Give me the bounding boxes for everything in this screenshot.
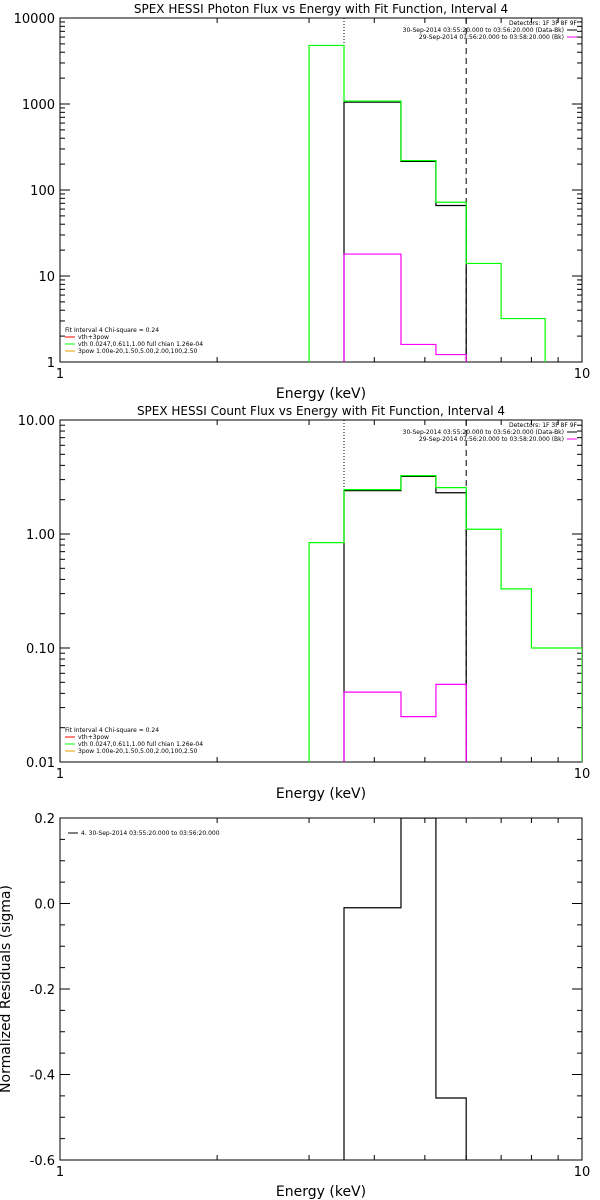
y-tick-label: 10 <box>38 270 55 285</box>
series-step-line <box>343 253 467 362</box>
legend-entry: 29-Sep-2014 07:56:20.000 to 03:58:20.000… <box>419 34 564 41</box>
y-tick-label: 10000 <box>14 12 55 27</box>
plot-frame <box>59 17 583 363</box>
legend-entry: vth 0.0247,0.611,1.00 full chian 1.26e-0… <box>78 341 203 348</box>
x-tick-label: 1 <box>56 767 64 782</box>
y-tick-label: 0.0 <box>34 898 55 913</box>
x-tick-label: 1 <box>56 1165 64 1180</box>
y-tick-label: 1 <box>47 356 55 371</box>
legend-entry: 4. 30-Sep-2014 03:55:20.000 to 03:56:20.… <box>81 830 220 837</box>
legend-entry: vth 0.0247,0.611,1.00 full chian 1.26e-0… <box>78 741 203 748</box>
y-tick-label: 100 <box>30 184 55 199</box>
series-step-line <box>308 475 582 762</box>
x-tick-label: 10 <box>574 367 591 382</box>
legend-legend_bottomleft: Fit Interval 4 Chi-square = 0.24vth+3pow… <box>65 727 203 755</box>
legend-header: Fit Interval 4 Chi-square = 0.24 <box>65 727 159 734</box>
legend-header: Detectors: 1F 3F 8F 9F <box>509 422 578 429</box>
legend-legend_topleft: 4. 30-Sep-2014 03:55:20.000 to 03:56:20.… <box>68 830 220 837</box>
chart-panel-1: SPEX HESSI Photon Flux vs Energy with Fi… <box>14 2 591 402</box>
y-tick-label: -0.6 <box>30 1154 55 1169</box>
x-axis-label: Energy (keV) <box>276 786 366 802</box>
series-step-line <box>343 818 467 1160</box>
legend-entry: 29-Sep-2014 07:56:20.000 to 03:58:20.000… <box>419 436 564 443</box>
legend-header: Detectors: 1F 3F 8F 9F <box>509 20 578 27</box>
legend-header: Fit Interval 4 Chi-square = 0.24 <box>65 327 159 334</box>
legend-entry: 3pow 1.00e-20,1.50,5.00,2.00,100,2.50 <box>78 748 198 755</box>
legend-entry: 30-Sep-2014 03:55:20.000 to 03:56:20.000… <box>403 429 564 436</box>
chart-panel-2: SPEX HESSI Count Flux vs Energy with Fit… <box>18 404 590 802</box>
legend-entry: vth+3pow <box>78 734 109 741</box>
chart-panel-3: 1 10 Energy (keV) -0.6 -0.4 -0.2 0.0 0.2 Normali… <box>0 812 590 1200</box>
chart-title: SPEX HESSI Photon Flux vs Energy with Fi… <box>134 2 508 16</box>
x-axis-label: Energy (keV) <box>276 386 366 402</box>
legend-entry: 3pow 1.00e-20,1.50,5.00,2.00,100,2.50 <box>78 348 198 355</box>
legend-entry: 30-Sep-2014 03:55:20.000 to 03:56:20.000… <box>403 27 564 34</box>
x-tick-label: 10 <box>574 1165 591 1180</box>
x-axis-label: Energy (keV) <box>276 1184 366 1200</box>
plot-frame <box>59 817 583 1161</box>
legend-legend_bottomleft: Fit Interval 4 Chi-square = 0.24vth+3pow… <box>65 327 203 355</box>
y-tick-label: 0.10 <box>26 642 55 657</box>
y-tick-label: 10.00 <box>18 414 55 429</box>
y-tick-label: 1.00 <box>26 528 55 543</box>
y-axis-label: Normalized Residuals (sigma) <box>0 885 14 1093</box>
plot-frame <box>59 419 583 763</box>
y-tick-label: 0.2 <box>34 812 55 827</box>
series-step-line <box>343 683 467 762</box>
y-tick-label: -0.2 <box>30 983 55 998</box>
y-tick-label: 1000 <box>22 98 55 113</box>
x-tick-label: 10 <box>574 767 591 782</box>
series-step-line <box>308 44 546 362</box>
data-layer <box>308 44 546 362</box>
data-layer <box>308 475 582 762</box>
x-tick-label: 1 <box>56 367 64 382</box>
chart-title: SPEX HESSI Count Flux vs Energy with Fit… <box>137 404 505 418</box>
data-layer <box>343 818 467 1160</box>
series-step-line <box>343 101 467 362</box>
series-step-line <box>343 475 467 762</box>
y-tick-label: -0.4 <box>30 1069 55 1084</box>
legend-entry: vth+3pow <box>78 334 109 341</box>
y-tick-label: 0.01 <box>26 756 55 771</box>
